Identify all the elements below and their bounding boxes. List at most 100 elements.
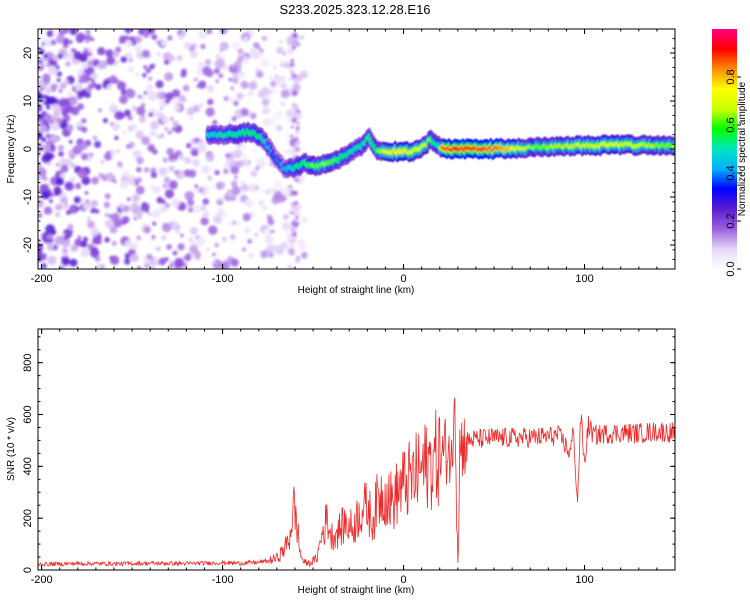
- noise-speckle: [178, 94, 186, 102]
- noise-speckle: [41, 262, 47, 268]
- noise-speckle: [110, 213, 120, 222]
- noise-speckle: [193, 77, 198, 82]
- noise-speckle: [234, 60, 242, 68]
- noise-speckle: [254, 233, 259, 237]
- noise-speckle: [81, 153, 89, 161]
- noise-speckle: [233, 148, 243, 157]
- noise-speckle: [258, 199, 265, 206]
- noise-speckle: [58, 98, 68, 108]
- noise-speckle: [45, 224, 55, 234]
- noise-speckle: [135, 185, 145, 195]
- noise-speckle: [175, 225, 181, 230]
- noise-speckle: [160, 39, 168, 47]
- noise-speckle: [262, 117, 271, 127]
- noise-speckle: [231, 220, 237, 226]
- noise-speckle: [89, 248, 100, 258]
- noise-speckle: [50, 39, 57, 46]
- noise-speckle: [130, 242, 138, 251]
- noise-speckle: [69, 176, 76, 183]
- noise-speckle: [164, 189, 175, 199]
- noise-speckle: [120, 56, 127, 63]
- noise-speckle: [149, 184, 154, 189]
- noise-speckle: [46, 105, 51, 110]
- noise-speckle: [76, 183, 81, 187]
- noise-speckle: [104, 237, 110, 243]
- noise-speckle: [86, 66, 95, 75]
- noise-speckle: [262, 205, 268, 211]
- noise-speckle: [84, 34, 92, 42]
- noise-speckle: [100, 160, 105, 164]
- noise-speckle: [176, 55, 183, 61]
- noise-speckle: [134, 35, 142, 43]
- noise-speckle: [216, 54, 220, 59]
- noise-speckle: [207, 175, 213, 181]
- noise-speckle: [117, 161, 123, 167]
- noise-speckle: [81, 118, 87, 124]
- noise-speckle: [98, 172, 105, 179]
- noise-speckle: [171, 89, 181, 98]
- noise-speckle: [223, 168, 229, 174]
- noise-speckle: [40, 254, 47, 261]
- noise-speckle: [253, 42, 260, 49]
- noise-speckle: [64, 181, 75, 191]
- noise-speckle: [92, 135, 98, 141]
- noise-speckle: [80, 240, 88, 248]
- noise-speckle: [265, 244, 275, 254]
- noise-speckle: [168, 180, 178, 190]
- noise-speckle: [56, 34, 65, 44]
- noise-speckle: [161, 234, 167, 241]
- noise-speckle: [103, 201, 111, 208]
- noise-speckle: [54, 135, 61, 142]
- colorbar-tick-label: 0.4: [725, 165, 737, 180]
- y-tick-label: 400: [22, 457, 34, 475]
- noise-speckle: [277, 194, 286, 203]
- noise-speckle: [124, 239, 133, 248]
- noise-speckle: [45, 133, 51, 139]
- noise-speckle: [248, 252, 254, 259]
- noise-speckle: [42, 144, 51, 152]
- noise-speckle: [147, 91, 158, 101]
- noise-speckle: [105, 49, 114, 58]
- noise-speckle: [280, 89, 290, 99]
- noise-speckle: [214, 242, 219, 248]
- noise-speckle: [205, 69, 214, 78]
- noise-speckle: [285, 133, 291, 139]
- noise-speckle: [169, 264, 173, 268]
- noise-speckle: [273, 65, 277, 70]
- noise-speckle: [193, 187, 199, 193]
- noise-speckle: [152, 209, 161, 218]
- noise-speckle: [227, 222, 231, 226]
- noise-speckle: [79, 141, 88, 151]
- noise-speckle: [54, 203, 62, 211]
- noise-speckle: [122, 205, 130, 213]
- noise-speckle: [73, 51, 82, 60]
- noise-speckle: [124, 258, 131, 265]
- noise-speckle: [119, 35, 128, 44]
- signal-ridge-layer: [205, 121, 675, 179]
- noise-speckle: [61, 256, 71, 266]
- noise-speckle: [295, 137, 299, 141]
- noise-speckle: [294, 147, 300, 152]
- y-tick-label: 10: [22, 95, 34, 107]
- noise-speckle: [204, 58, 212, 66]
- noise-speckle: [297, 238, 306, 247]
- noise-speckle: [136, 166, 142, 173]
- noise-speckle: [57, 144, 65, 151]
- noise-speckle: [172, 120, 179, 128]
- noise-speckle: [192, 150, 198, 156]
- noise-speckle: [105, 219, 114, 228]
- noise-speckle: [47, 242, 56, 252]
- noise-speckle: [98, 108, 102, 113]
- noise-speckle: [300, 35, 304, 39]
- noise-speckle: [104, 193, 111, 200]
- noise-speckle: [146, 84, 154, 92]
- noise-speckle: [270, 229, 275, 234]
- noise-speckle: [288, 210, 292, 214]
- noise-speckle: [131, 194, 141, 203]
- noise-speckle: [116, 149, 120, 154]
- noise-speckle: [127, 125, 134, 132]
- noise-speckle: [38, 62, 42, 67]
- spectrogram-x-axis-label: Height of straight line (km): [298, 285, 415, 296]
- noise-speckle: [138, 215, 142, 219]
